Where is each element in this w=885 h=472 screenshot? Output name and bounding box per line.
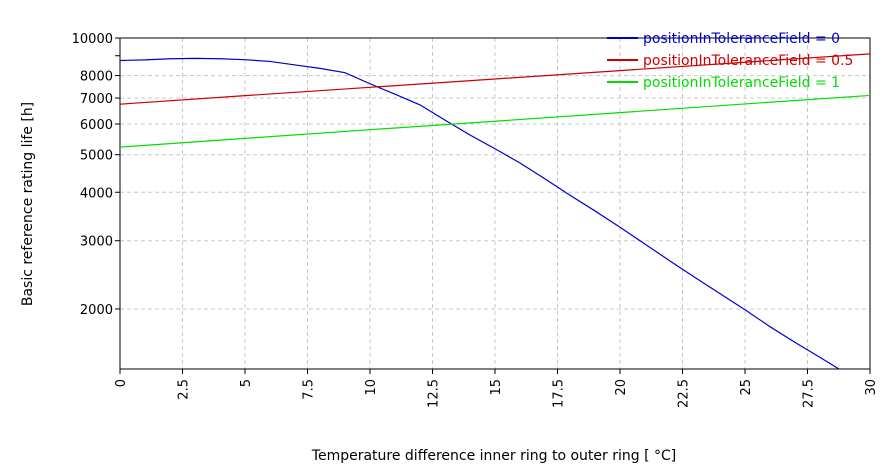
legend-label-2: positionInToleranceField = 1 — [643, 75, 840, 91]
x-tick-label: 10 — [364, 379, 379, 396]
y-axis-ticks: 2000 3000 4000 5000 6000 7000 8000 10000 — [72, 32, 120, 318]
x-tick-label: 15 — [489, 379, 504, 396]
x-tick-label: 7.5 — [302, 379, 317, 400]
x-tick-label: 0 — [114, 379, 129, 387]
series-line-1 — [120, 53, 870, 105]
y-axis-title: Basic reference rating life [h] — [20, 102, 36, 306]
x-tick-label: 20 — [614, 379, 629, 396]
y-tick-label: 3000 — [80, 235, 113, 250]
grid-lines — [119, 37, 871, 369]
y-tick-label: 8000 — [80, 70, 113, 85]
x-axis-ticks: 0 2.5 5 7.5 10 12.5 15 17.5 20 22.5 25 27.5 30 — [114, 369, 879, 408]
x-tick-label: 30 — [864, 379, 879, 396]
y-tick-label: 6000 — [80, 118, 113, 133]
x-tick-label: 25 — [739, 379, 754, 396]
legend: positionInToleranceField = 0 positionInTo… — [607, 31, 853, 91]
y-tick-label: 7000 — [80, 92, 113, 107]
y-tick-label: 2000 — [80, 303, 113, 318]
x-tick-label: 2.5 — [177, 379, 192, 400]
series-line-2 — [120, 94, 870, 148]
x-tick-label: 5 — [239, 379, 254, 387]
y-tick-label: 4000 — [80, 186, 113, 201]
x-tick-label: 12.5 — [427, 379, 442, 408]
y-tick-label: 10000 — [72, 32, 113, 47]
series-lines — [120, 53, 870, 369]
x-tick-label: 27.5 — [802, 379, 817, 408]
x-tick-label: 22.5 — [677, 379, 692, 408]
legend-label-0: positionInToleranceField = 0 — [643, 31, 840, 47]
x-axis-title: Temperature difference inner ring to out… — [311, 448, 676, 464]
x-tick-label: 17.5 — [552, 379, 567, 408]
legend-label-1: positionInToleranceField = 0.5 — [643, 53, 853, 69]
series-line-0 — [120, 57, 841, 369]
y-tick-label: 5000 — [80, 149, 113, 164]
